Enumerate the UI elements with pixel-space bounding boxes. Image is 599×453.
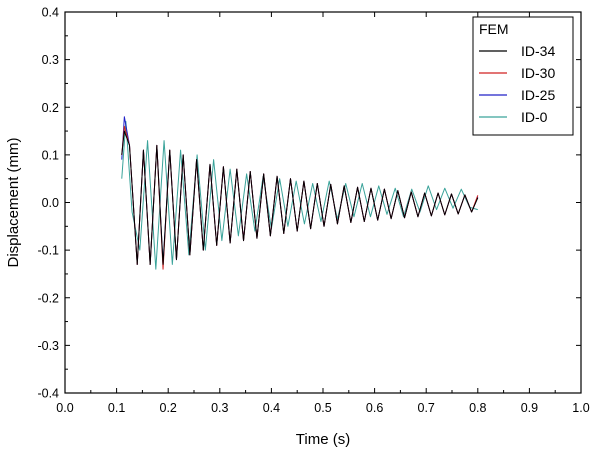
series-line-id-0 — [121, 121, 478, 270]
legend-label-id-0: ID-0 — [521, 109, 548, 125]
y-tick-label: -0.1 — [37, 244, 59, 258]
x-tick-label: 0.8 — [469, 401, 486, 415]
y-tick-label: -0.4 — [37, 387, 59, 401]
x-tick-label: 0.7 — [418, 401, 435, 415]
x-axis-title: Time (s) — [296, 431, 350, 448]
legend-title: FEM — [479, 21, 509, 37]
x-tick-label: 1.0 — [572, 401, 589, 415]
legend-label-id-25: ID-25 — [521, 87, 555, 103]
x-axis-ticks: 0.0 0.1 0.2 0.3 0.4 0.5 0.6 0.7 0.8 0.9 1.0 — [56, 12, 590, 415]
y-tick-label: 0.0 — [42, 196, 59, 210]
x-tick-label: 0.9 — [521, 401, 538, 415]
legend-label-id-34: ID-34 — [521, 43, 555, 59]
x-tick-label: 0.0 — [56, 401, 73, 415]
x-tick-label: 0.4 — [263, 401, 280, 415]
y-tick-label: 0.3 — [42, 53, 59, 67]
y-tick-label: 0.4 — [42, 6, 59, 20]
x-tick-label: 0.1 — [108, 401, 125, 415]
legend-box — [472, 16, 574, 136]
y-tick-label: -0.2 — [37, 291, 59, 305]
y-axis-title: Displacement (mm) — [5, 137, 22, 267]
y-tick-label: 0.1 — [42, 148, 59, 162]
x-tick-label: 0.5 — [314, 401, 331, 415]
legend-entries: ID-34 ID-30 ID-25 ID-0 — [479, 43, 555, 125]
y-tick-label: 0.2 — [42, 101, 59, 115]
y-tick-label: -0.3 — [37, 339, 59, 353]
legend-label-id-30: ID-30 — [521, 65, 555, 81]
legend: FEM ID-34 ID-30 ID-25 ID-0 — [472, 16, 574, 136]
y-axis-ticks: 0.4 0.3 0.2 0.1 0.0 -0.1 -0.2 -0.3 -0.4 — [37, 6, 581, 401]
series-line-id-34 — [121, 130, 479, 265]
x-tick-label: 0.3 — [211, 401, 228, 415]
x-tick-label: 0.2 — [160, 401, 177, 415]
x-tick-label: 0.6 — [366, 401, 383, 415]
series-lines — [121, 116, 479, 270]
